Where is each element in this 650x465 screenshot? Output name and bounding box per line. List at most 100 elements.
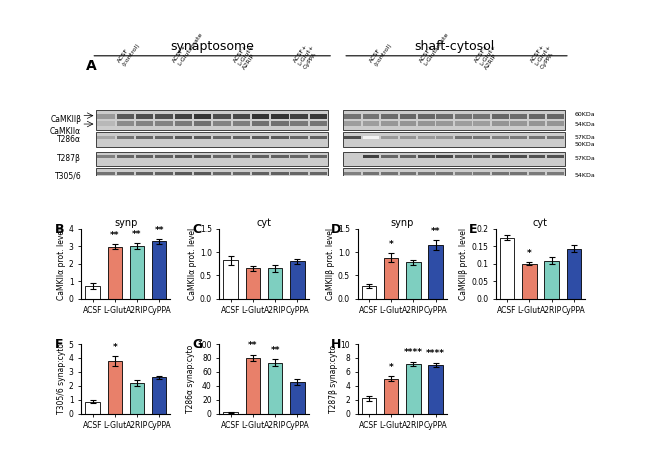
Bar <box>116 136 134 139</box>
Bar <box>175 121 192 126</box>
Text: T305/6: T305/6 <box>55 171 81 180</box>
Text: F: F <box>55 339 63 352</box>
Bar <box>344 114 361 119</box>
Text: E: E <box>469 223 478 236</box>
Bar <box>363 155 379 158</box>
Bar <box>291 155 308 158</box>
Bar <box>291 121 308 126</box>
Text: 60KDa: 60KDa <box>575 112 595 117</box>
Text: G: G <box>192 339 203 352</box>
Bar <box>85 286 99 299</box>
Y-axis label: T286α synap:cyto: T286α synap:cyto <box>185 345 194 413</box>
Bar <box>213 136 231 139</box>
Bar <box>363 136 379 139</box>
Bar <box>361 399 376 414</box>
Bar <box>291 136 308 139</box>
Text: T286α: T286α <box>57 135 81 144</box>
Bar <box>233 121 250 126</box>
Title: synp: synp <box>114 218 138 228</box>
Bar <box>213 121 231 126</box>
Bar <box>96 133 328 147</box>
Y-axis label: CaMKIIα prot. level: CaMKIIα prot. level <box>188 228 197 300</box>
Text: 54KDa: 54KDa <box>575 173 595 178</box>
Text: D: D <box>331 223 341 236</box>
Bar <box>406 262 421 299</box>
Bar <box>473 121 490 126</box>
Bar <box>363 114 379 119</box>
Text: ACSF+
L-Glutamate: ACSF+ L-Glutamate <box>419 28 450 67</box>
Bar <box>213 114 231 119</box>
Bar <box>492 136 508 139</box>
Bar <box>98 155 114 158</box>
Bar <box>418 136 435 139</box>
Bar <box>291 172 308 175</box>
Text: *: * <box>527 249 532 258</box>
Bar <box>310 155 327 158</box>
Bar <box>155 121 173 126</box>
Bar <box>252 121 269 126</box>
Bar <box>529 155 545 158</box>
Bar <box>363 172 379 175</box>
Text: CaMKIIβ: CaMKIIβ <box>50 115 81 124</box>
Bar <box>473 155 490 158</box>
Bar <box>492 121 508 126</box>
Bar <box>344 155 361 158</box>
Bar <box>152 377 166 414</box>
Bar <box>384 379 398 414</box>
Text: *: * <box>112 343 117 352</box>
Text: ACSF+
L-Glutamate: ACSF+ L-Glutamate <box>172 28 203 67</box>
Bar <box>98 172 114 175</box>
Bar <box>194 114 211 119</box>
Bar <box>96 110 328 130</box>
Text: ACSF+
L-Glut+
A2RIP: ACSF+ L-Glut+ A2RIP <box>474 41 502 70</box>
Bar <box>361 286 376 299</box>
Bar <box>344 172 361 175</box>
Text: A: A <box>86 60 97 73</box>
Y-axis label: T305/6 synap:cyto: T305/6 synap:cyto <box>57 344 66 414</box>
Bar <box>233 155 250 158</box>
Bar <box>529 121 545 126</box>
Bar <box>437 121 453 126</box>
Bar <box>547 114 564 119</box>
Bar <box>98 121 114 126</box>
Bar <box>116 155 134 158</box>
Bar <box>155 136 173 139</box>
Bar <box>85 402 99 414</box>
Bar <box>437 114 453 119</box>
Bar <box>455 172 471 175</box>
Bar <box>224 412 238 414</box>
Bar <box>268 268 282 299</box>
Bar <box>473 136 490 139</box>
Text: ****: **** <box>426 349 445 359</box>
Bar <box>98 114 114 119</box>
Bar <box>492 155 508 158</box>
Bar <box>175 172 192 175</box>
Bar <box>544 261 559 299</box>
Text: 50KDa: 50KDa <box>575 142 595 147</box>
Bar <box>175 114 192 119</box>
Bar <box>343 152 565 166</box>
Bar <box>291 114 308 119</box>
Bar <box>510 136 527 139</box>
Bar <box>381 121 398 126</box>
Bar <box>136 155 153 158</box>
Bar <box>246 358 260 414</box>
Bar <box>567 249 581 299</box>
Bar <box>233 114 250 119</box>
Bar <box>500 238 514 299</box>
Text: B: B <box>55 223 64 236</box>
Bar <box>96 168 328 183</box>
Bar <box>310 172 327 175</box>
Bar <box>252 172 269 175</box>
Bar <box>510 155 527 158</box>
Text: *: * <box>389 240 393 249</box>
Bar <box>343 133 565 147</box>
Bar <box>130 383 144 414</box>
Bar <box>529 114 545 119</box>
Bar <box>437 172 453 175</box>
Bar <box>510 114 527 119</box>
Y-axis label: CaMKIIα prot. level: CaMKIIα prot. level <box>57 228 66 300</box>
Bar <box>406 364 421 414</box>
Text: ACSF
(control): ACSF (control) <box>116 39 140 67</box>
Text: shaft-cytosol: shaft-cytosol <box>414 40 494 53</box>
